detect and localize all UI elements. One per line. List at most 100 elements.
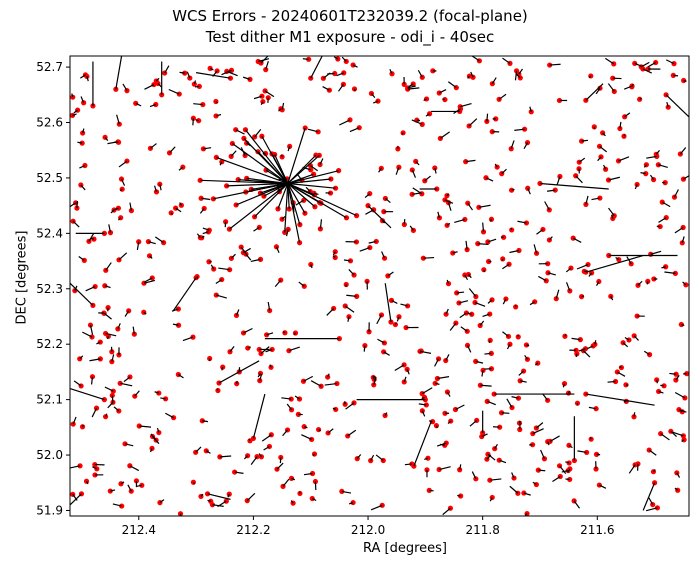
error-vector xyxy=(90,237,95,240)
error-vector xyxy=(287,154,317,184)
error-vector xyxy=(150,433,157,441)
error-vector xyxy=(465,159,476,163)
star-marker xyxy=(610,215,616,222)
y-axis-ticks: 51.9 52.0 52.1 52.2 52.3 52.4 52.5 52.6 52.7 xyxy=(36,60,70,517)
error-vector xyxy=(139,425,152,428)
error-vector xyxy=(124,443,134,447)
error-vector xyxy=(333,56,339,60)
error-vector xyxy=(384,283,392,323)
error-vector xyxy=(576,264,589,270)
error-vector xyxy=(86,76,89,82)
error-vector xyxy=(80,96,85,103)
error-vector xyxy=(674,391,686,399)
error-vector xyxy=(278,108,282,112)
error-vector xyxy=(108,224,112,233)
error-vector xyxy=(646,155,657,159)
error-vector xyxy=(287,146,291,152)
error-vector xyxy=(194,85,200,88)
star-marker xyxy=(577,337,583,343)
error-vector xyxy=(381,220,386,224)
error-vector xyxy=(672,431,684,437)
error-vector xyxy=(282,429,288,437)
error-vector xyxy=(661,266,666,269)
error-vector xyxy=(363,345,366,352)
error-vector xyxy=(447,202,452,211)
error-vector xyxy=(243,455,249,460)
error-vector xyxy=(518,420,521,424)
error-vector xyxy=(285,229,289,237)
error-vector xyxy=(675,375,680,381)
error-vector xyxy=(446,391,451,397)
star-marker xyxy=(576,166,582,172)
error-vector xyxy=(149,255,153,259)
error-vector xyxy=(260,101,264,106)
error-vector xyxy=(348,269,355,276)
error-vector xyxy=(624,85,633,90)
star-marker xyxy=(235,177,241,183)
error-vector xyxy=(377,338,385,344)
axes-frame xyxy=(69,55,690,517)
error-vector xyxy=(540,449,546,460)
star-marker xyxy=(409,167,415,173)
y-tick-label: 52.3 xyxy=(36,282,63,296)
error-vector xyxy=(669,372,677,375)
error-vector xyxy=(501,168,507,175)
error-vector xyxy=(565,461,570,464)
error-vector xyxy=(489,478,502,481)
error-vector xyxy=(471,471,477,480)
error-vector xyxy=(323,72,331,79)
star-marker xyxy=(442,197,448,203)
error-vector xyxy=(568,444,573,449)
error-vector xyxy=(202,231,209,235)
error-vector xyxy=(104,285,111,289)
error-vector xyxy=(218,267,230,271)
error-vector xyxy=(347,429,357,437)
error-vector xyxy=(319,158,324,165)
error-vector xyxy=(419,350,422,354)
error-vector xyxy=(581,139,589,142)
error-vector xyxy=(148,241,156,245)
star-marker xyxy=(233,312,240,319)
error-vector xyxy=(517,220,527,224)
star-marker xyxy=(190,479,196,485)
error-vector xyxy=(683,175,690,180)
x-tick-label: 211.6 xyxy=(580,523,614,537)
error-vector xyxy=(182,336,194,342)
error-vector xyxy=(518,370,524,376)
star-marker xyxy=(210,196,216,202)
error-vector xyxy=(219,455,232,458)
error-vector xyxy=(394,322,398,325)
error-vector xyxy=(111,354,115,362)
error-vector xyxy=(135,102,142,107)
error-vector xyxy=(447,420,452,424)
error-vector xyxy=(105,332,117,337)
error-vector xyxy=(437,211,441,218)
error-vector xyxy=(287,183,301,225)
error-vector xyxy=(409,225,414,231)
error-vector xyxy=(305,186,311,192)
error-vector xyxy=(479,320,485,326)
error-vector xyxy=(260,55,269,64)
star-marker xyxy=(206,259,212,265)
error-vector xyxy=(660,384,665,387)
error-vector xyxy=(318,429,322,432)
error-vector xyxy=(149,103,156,108)
error-vector xyxy=(230,150,237,157)
error-vector xyxy=(428,420,433,423)
error-vector xyxy=(400,303,408,307)
error-vector xyxy=(511,188,515,191)
error-vector xyxy=(406,369,410,375)
error-vector xyxy=(603,164,607,170)
error-vector xyxy=(195,119,199,122)
error-vector xyxy=(132,326,135,335)
star-marker xyxy=(513,304,519,310)
error-vector xyxy=(136,484,142,487)
error-vector xyxy=(452,251,458,254)
error-vector xyxy=(408,83,414,88)
error-vector xyxy=(655,149,660,155)
error-vector xyxy=(634,62,642,67)
error-vector xyxy=(193,80,197,85)
error-vector xyxy=(287,183,306,214)
error-vector xyxy=(216,294,227,299)
error-vector xyxy=(483,269,486,273)
